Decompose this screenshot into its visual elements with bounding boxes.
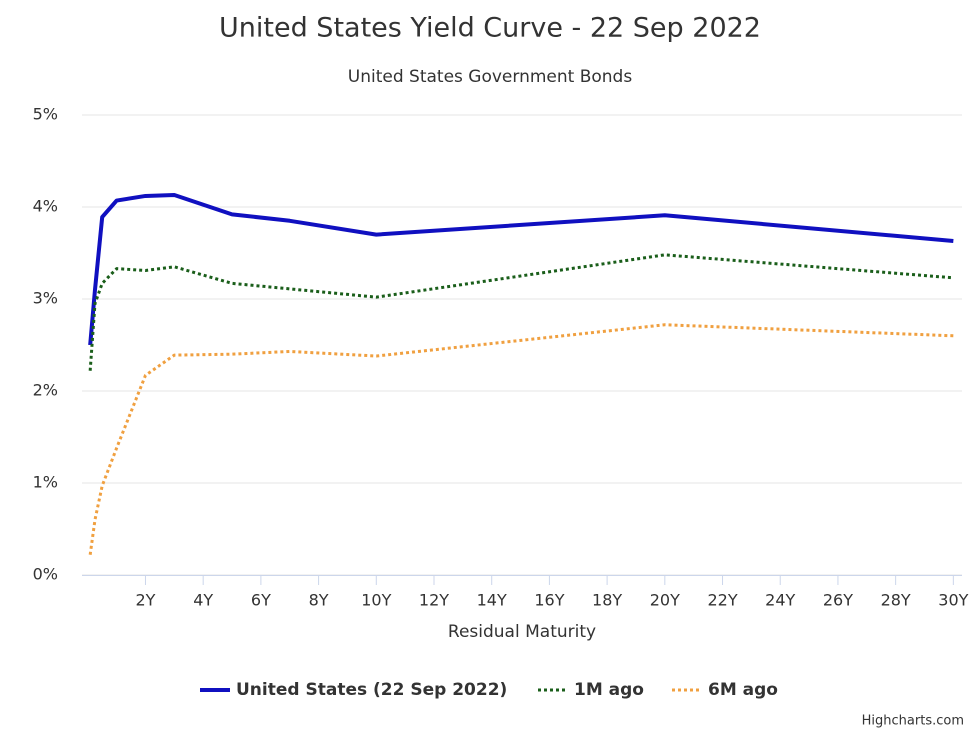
credits: Highcharts.com (862, 714, 964, 729)
x-tick-label: 8Y (309, 591, 329, 610)
x-tick-label: 28Y (881, 591, 911, 610)
x-tick-label: 4Y (193, 591, 213, 610)
x-tick-label: 12Y (419, 591, 449, 610)
y-tick-label: 5% (33, 105, 58, 124)
x-tick-label: 30Y (938, 591, 968, 610)
chart-title: United States Yield Curve - 22 Sep 2022 (219, 13, 761, 44)
x-tick-label: 10Y (361, 591, 391, 610)
legend-label: 6M ago (708, 680, 778, 700)
series-line (88, 323, 954, 555)
y-tick-label: 2% (33, 381, 58, 400)
series-line (88, 193, 954, 346)
x-tick-label: 2Y (135, 591, 155, 610)
x-axis-title: Residual Maturity (448, 622, 596, 642)
y-tick-label: 4% (33, 197, 58, 216)
chart-subtitle: United States Government Bonds (348, 67, 633, 87)
x-tick-label: 26Y (823, 591, 853, 610)
series-line (88, 253, 954, 371)
x-tick-label: 14Y (477, 591, 507, 610)
x-tick-label: 24Y (765, 591, 795, 610)
legend-label: 1M ago (574, 680, 644, 700)
y-tick-label: 1% (33, 473, 58, 492)
y-tick-label: 3% (33, 289, 58, 308)
x-tick-label: 20Y (650, 591, 680, 610)
x-tick-label: 22Y (707, 591, 737, 610)
x-tick-label: 18Y (592, 591, 622, 610)
legend-label: United States (22 Sep 2022) (236, 680, 507, 700)
x-tick-label: 16Y (534, 591, 564, 610)
y-tick-label: 0% (33, 565, 58, 584)
x-tick-label: 6Y (251, 591, 271, 610)
